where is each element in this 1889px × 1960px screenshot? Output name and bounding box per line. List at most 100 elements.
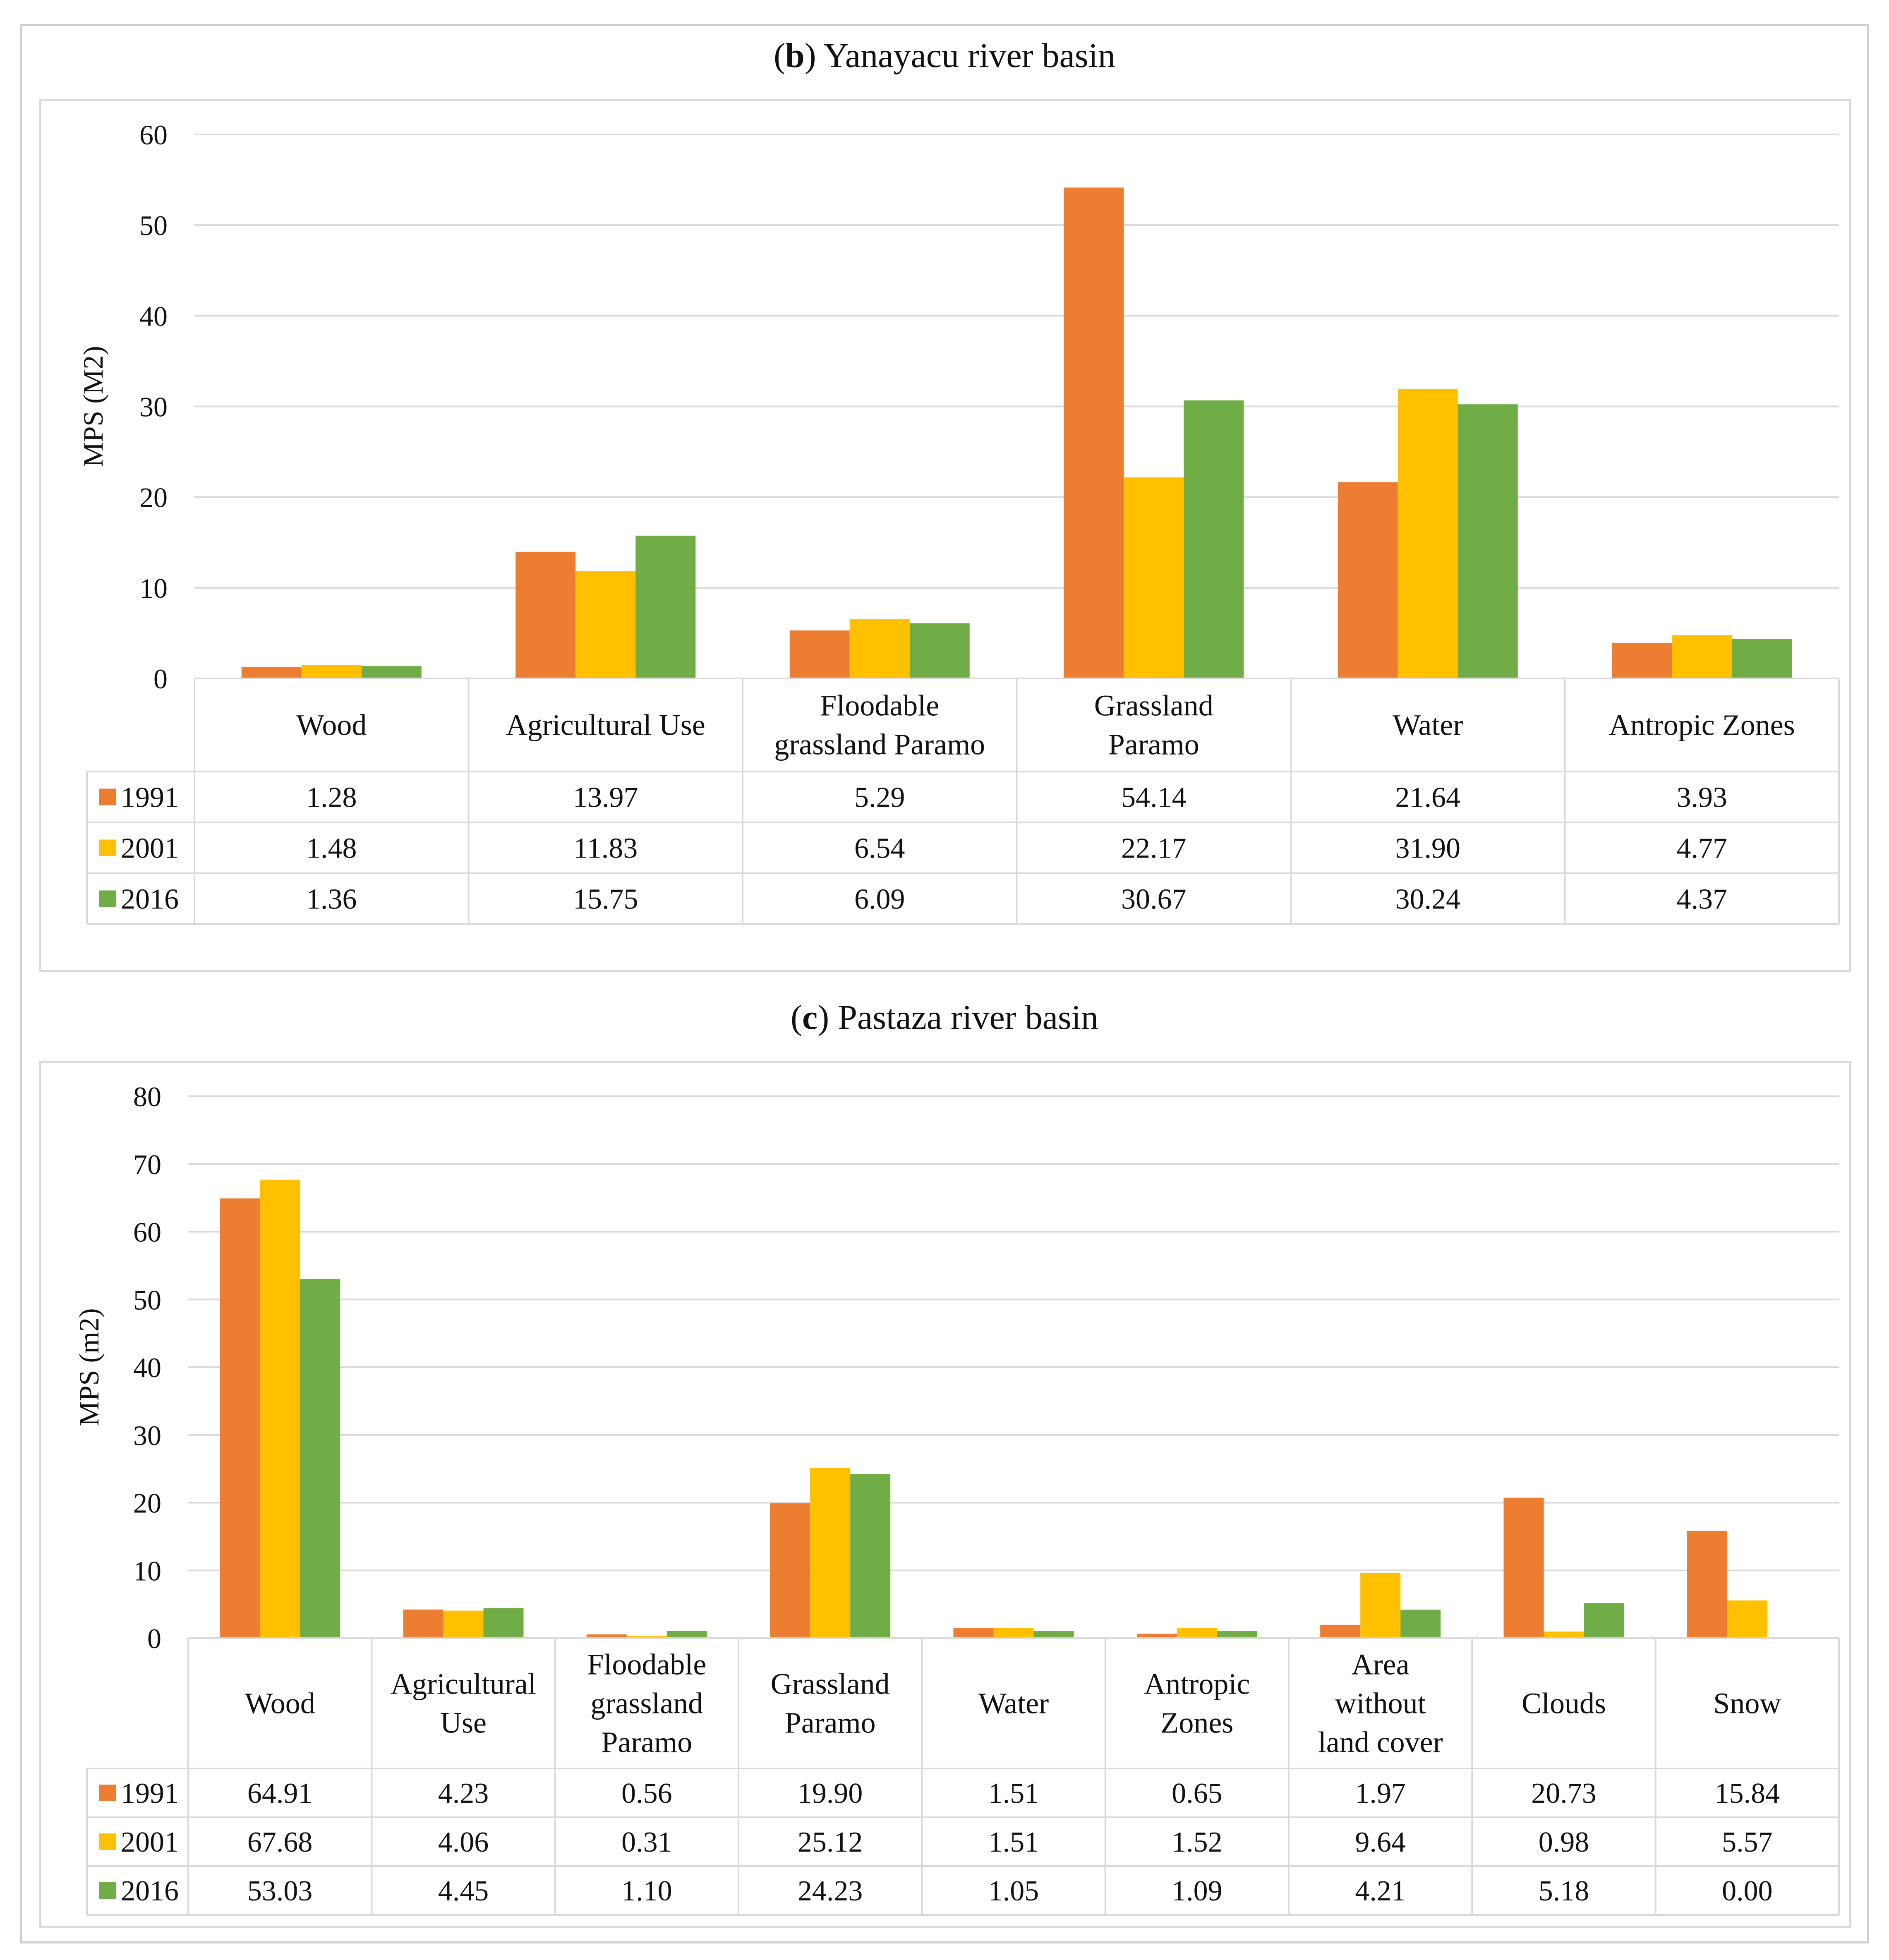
category-label-line: Water — [1393, 709, 1463, 742]
bar-2016-5 — [1217, 1631, 1257, 1638]
data-label: 6.54 — [854, 833, 905, 865]
category-label: Wood — [245, 1687, 315, 1720]
chart-title-letter: b — [785, 36, 805, 75]
bar-1991-2 — [789, 630, 850, 678]
category-label: Grassland Paramo — [771, 1668, 890, 1740]
bar-1991-6 — [1320, 1625, 1361, 1638]
data-label: 54.14 — [1121, 782, 1187, 814]
bar-1991-5 — [1612, 642, 1672, 678]
data-label: 1.10 — [621, 1875, 672, 1907]
bar-2016-2 — [909, 623, 970, 678]
data-label: 3.93 — [1677, 782, 1728, 814]
category-label: Area without land cover — [1318, 1648, 1443, 1759]
y-tick-label: 10 — [139, 573, 168, 604]
category-label: Antropic Zones — [1609, 709, 1795, 742]
category-label-line: land cover — [1318, 1726, 1443, 1759]
legend-label: 2016 — [121, 884, 179, 915]
bar-1991-3 — [1064, 187, 1124, 679]
data-label: 19.90 — [798, 1778, 863, 1809]
bar-2016-1 — [483, 1608, 524, 1638]
category-label-line: grassland Paramo — [774, 728, 985, 761]
bar-2001-0 — [260, 1179, 300, 1638]
data-label: 0.56 — [621, 1778, 672, 1809]
bar-1991-4 — [953, 1628, 994, 1638]
category-label-line: Paramo — [1108, 728, 1199, 761]
bar-2001-1 — [443, 1610, 484, 1638]
bar-2016-4 — [1033, 1631, 1074, 1638]
data-label: 4.45 — [438, 1875, 489, 1907]
legend-key-2016 — [99, 890, 116, 907]
bar-2001-7 — [1544, 1631, 1584, 1638]
data-label: 22.17 — [1121, 833, 1187, 865]
category-label: Wood — [296, 709, 367, 742]
data-label: 1.51 — [988, 1826, 1039, 1858]
category-label-line: Wood — [245, 1687, 315, 1720]
bar-2001-4 — [1398, 389, 1458, 678]
data-label: 4.06 — [438, 1826, 489, 1858]
category-label-line: Grassland — [771, 1668, 890, 1701]
bar-1991-7 — [1503, 1498, 1544, 1638]
legend-label: 1991 — [121, 782, 179, 814]
chart-panel-yanayacu: 0 10 20 30 40 50 60 MPS (M2) Wood Agricultural Us… — [39, 99, 1851, 972]
category-label-line: grassland — [590, 1687, 703, 1720]
data-label: 53.03 — [247, 1875, 313, 1907]
category-label: Snow — [1713, 1687, 1781, 1720]
legend-label: 1991 — [121, 1778, 179, 1809]
data-label: 4.37 — [1677, 884, 1728, 915]
data-label: 64.91 — [247, 1778, 313, 1809]
category-label-line: Paramo — [601, 1726, 692, 1759]
y-axis-label: MPS (m2) — [73, 1308, 105, 1426]
bar-2001-2 — [849, 619, 910, 678]
category-label-line: Use — [440, 1706, 487, 1740]
category-label: Clouds — [1522, 1687, 1606, 1720]
bar-1991-0 — [241, 666, 302, 678]
category-label-line: Area — [1352, 1648, 1410, 1681]
y-tick-label: 10 — [133, 1555, 161, 1586]
chart-title-letter: c — [802, 998, 818, 1037]
bar-2016-0 — [300, 1279, 340, 1638]
data-label: 0.00 — [1722, 1875, 1773, 1907]
data-label: 0.98 — [1539, 1826, 1589, 1858]
data-label: 4.21 — [1355, 1875, 1406, 1907]
bar-1991-3 — [770, 1503, 810, 1638]
data-label: 5.57 — [1722, 1826, 1773, 1858]
y-tick-label: 50 — [139, 210, 168, 241]
bar-2001-3 — [810, 1468, 851, 1638]
category-label: Antropic Zones — [1144, 1668, 1250, 1740]
data-label: 11.83 — [573, 833, 638, 865]
data-label: 1.48 — [306, 833, 357, 865]
bar-2016-5 — [1732, 639, 1792, 678]
legend-label: 2001 — [121, 1826, 179, 1858]
bar-2001-4 — [993, 1628, 1034, 1638]
category-label-line: Agricultural Use — [506, 709, 705, 742]
category-label-line: Zones — [1160, 1706, 1233, 1740]
bar-2001-8 — [1727, 1600, 1767, 1638]
bar-2016-1 — [635, 535, 696, 678]
bar-2016-3 — [1184, 400, 1244, 678]
legend-label: 2001 — [121, 833, 179, 865]
chart-title-c: (c) Pastaza river basin — [790, 998, 1099, 1037]
y-tick-label: 30 — [139, 391, 168, 423]
category-label-line: Paramo — [785, 1706, 876, 1740]
y-tick-label: 20 — [133, 1488, 161, 1519]
data-label: 13.97 — [573, 782, 638, 814]
data-label: 1.28 — [306, 782, 357, 814]
bar-2001-3 — [1124, 477, 1184, 678]
bar-2016-0 — [361, 666, 422, 678]
bar-2016-2 — [666, 1630, 707, 1638]
legend-key-2016 — [99, 1882, 116, 1899]
y-axis-label: MPS (M2) — [77, 346, 109, 467]
category-label: Floodable grassland Paramo — [774, 689, 985, 761]
y-tick-label: 20 — [139, 482, 168, 513]
category-label-line: Agricultural — [391, 1668, 536, 1701]
data-label: 15.84 — [1715, 1778, 1780, 1809]
data-label: 31.90 — [1395, 833, 1461, 865]
bar-1991-4 — [1338, 482, 1398, 678]
category-label-line: Floodable — [587, 1648, 706, 1681]
bar-2016-3 — [850, 1474, 891, 1638]
category-label-line: Wood — [296, 709, 367, 742]
y-tick-label: 40 — [139, 300, 168, 332]
category-label: Water — [1393, 709, 1463, 742]
data-label: 0.65 — [1172, 1778, 1223, 1809]
y-tick-label: 0 — [147, 1623, 161, 1654]
